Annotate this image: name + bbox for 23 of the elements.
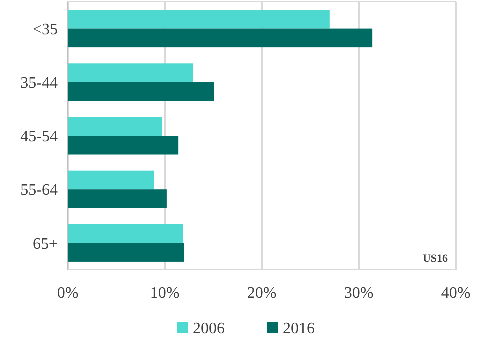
bar [68, 117, 162, 136]
bar [68, 190, 167, 208]
bar [68, 10, 330, 29]
legend-label: 2016 [283, 320, 315, 338]
x-tick-label: 20% [247, 285, 277, 302]
y-tick-label: 45-54 [20, 128, 58, 146]
bar [68, 64, 194, 82]
y-tick-label: 55-64 [20, 182, 58, 200]
y-tick-label: 65+ [32, 236, 58, 253]
y-tick-label: <35 [32, 21, 58, 38]
x-tick-label: 40% [441, 285, 471, 302]
bar [68, 136, 179, 155]
x-tick-label: 0% [57, 285, 79, 302]
bar [68, 82, 214, 102]
bar [68, 224, 184, 244]
annotation: US16 [422, 253, 448, 265]
y-tick-label: 35-44 [20, 75, 58, 92]
bar [68, 28, 373, 48]
x-tick-label: 10% [150, 285, 180, 302]
bar [68, 243, 184, 262]
legend-label: 2006 [193, 320, 225, 338]
x-tick-label: 30% [344, 285, 374, 302]
bar [68, 170, 154, 190]
